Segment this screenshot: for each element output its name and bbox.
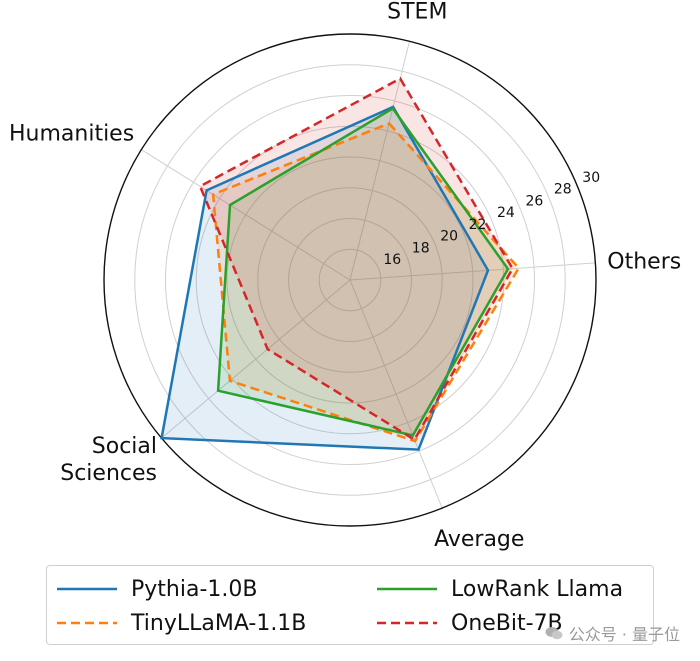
axis-label-line: Others xyxy=(607,250,681,275)
series-line-lowrank-llama xyxy=(216,106,510,437)
axis-spoke-others xyxy=(349,262,596,281)
legend-item-onebit: OneBit-7B xyxy=(377,608,563,638)
axis-spoke-stem xyxy=(349,41,410,281)
axis-label-line: Humanities xyxy=(9,122,134,147)
watermark-text: 公众号 · 量子位 xyxy=(568,625,680,644)
grid-circle-26 xyxy=(165,95,535,465)
axis-label-others: Others xyxy=(607,250,681,275)
grid-circle-16 xyxy=(318,248,382,312)
axis-label-stem: STEM xyxy=(387,0,447,24)
legend-label-tinyllama: TinyLLaMA-1.1B xyxy=(131,610,307,636)
series-line-pythia-1-0b xyxy=(160,105,490,451)
tick-label-22: 22 xyxy=(469,217,487,233)
tick-label-26: 26 xyxy=(526,193,544,209)
legend-swatch-tinyllama xyxy=(57,621,117,625)
grid-circle-18 xyxy=(288,218,412,342)
tick-label-20: 20 xyxy=(440,229,458,245)
legend-swatch-pythia xyxy=(57,587,117,591)
tick-label-24: 24 xyxy=(497,205,515,221)
legend-swatch-onebit xyxy=(377,621,437,625)
legend-item-pythia: Pythia-1.0B xyxy=(57,574,257,604)
axis-spoke-average xyxy=(349,279,443,509)
series-fill-lowrank-llama xyxy=(218,108,508,436)
legend-label-pythia: Pythia-1.0B xyxy=(131,576,258,602)
axis-label-social-sciences: Social Sciences xyxy=(60,434,157,486)
tick-label-16: 16 xyxy=(383,252,401,268)
radar-chart: 16 18 20 22 24 26 28 30 STEM Others Average Social S… xyxy=(9,0,681,552)
watermark: 公众号 · 量子位 xyxy=(545,621,680,645)
polar-frame xyxy=(103,33,597,527)
axis-label-line: Average xyxy=(434,527,524,552)
series-fill-pythia-1-0b xyxy=(161,106,488,450)
axis-label-line: STEM xyxy=(387,0,447,24)
grid-circle-28 xyxy=(134,64,566,496)
series-line-tinyllama-1-1b xyxy=(211,121,521,443)
legend-label-onebit: OneBit-7B xyxy=(451,610,563,636)
legend-label-lowrank: LowRank Llama xyxy=(451,576,624,602)
legend-item-tinyllama: TinyLLaMA-1.1B xyxy=(57,608,306,638)
tick-label-28: 28 xyxy=(554,182,572,198)
legend-swatch-lowrank xyxy=(377,587,437,591)
grid-circle-20 xyxy=(257,187,443,373)
grid-circle-22 xyxy=(226,156,474,404)
tick-label-30: 30 xyxy=(582,170,600,186)
wechat-icon xyxy=(545,627,563,640)
axis-label-line: Sciences xyxy=(60,461,157,486)
tick-label-18: 18 xyxy=(412,241,430,257)
axis-spoke-humanities xyxy=(141,149,351,281)
axis-spoke-social-sciences xyxy=(161,279,351,439)
series-line-onebit-7b xyxy=(198,76,515,442)
axis-label-average: Average xyxy=(434,527,524,552)
axis-label-line: Social xyxy=(92,434,157,459)
legend-item-lowrank: LowRank Llama xyxy=(377,574,623,604)
axis-label-humanities: Humanities xyxy=(9,122,134,147)
